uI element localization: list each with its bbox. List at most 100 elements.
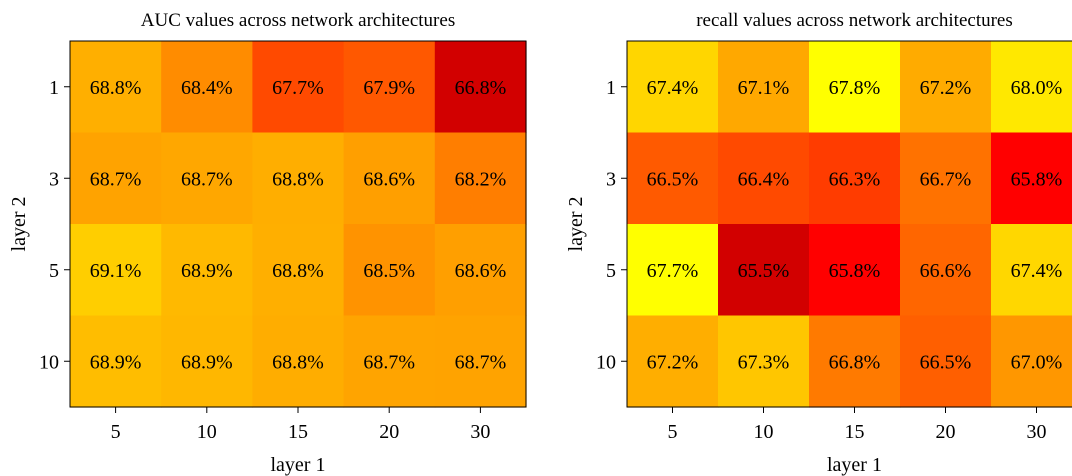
recall-cell-r1-c3 <box>900 132 992 225</box>
auc-cell-r3-c4 <box>434 315 527 408</box>
auc-x-axis-label: layer 1 <box>271 454 326 476</box>
recall-x-tick-label: 5 <box>668 421 678 443</box>
recall-heatmap-panel: 67.4% 67.1% 67.8% 67.2% 68.0% 66.5% 66.4% 66.3%… <box>565 10 1072 476</box>
auc-cell-r0-c2 <box>252 41 345 134</box>
auc-chart-title: AUC values across network architectures <box>141 10 455 31</box>
auc-x-tick-label: 15 <box>288 421 308 443</box>
auc-cell-r1-c1 <box>161 132 253 225</box>
auc-y-tick-label: 10 <box>39 351 59 373</box>
recall-value-label-r1-c3: 66.7% <box>920 168 972 190</box>
recall-value-label-r1-c4: 65.8% <box>1011 168 1063 190</box>
auc-value-label-r2-c0: 69.1% <box>90 260 142 282</box>
recall-cell-r2-c0 <box>627 224 719 317</box>
recall-value-label-r0-c0: 67.4% <box>647 77 699 99</box>
auc-value-label-r0-c2: 67.7% <box>272 77 324 99</box>
recall-value-label-r0-c1: 67.1% <box>738 77 790 99</box>
recall-x-tick-label: 20 <box>936 421 956 443</box>
auc-cell-r1-c2 <box>252 132 345 225</box>
auc-value-label-r1-c4: 68.2% <box>455 168 507 190</box>
auc-y-tick-label: 3 <box>49 168 59 190</box>
recall-cell-r3-c3 <box>900 315 992 408</box>
recall-cell-r2-c1 <box>718 224 810 317</box>
recall-cell-r0-c4 <box>991 41 1072 134</box>
auc-x-tick-label: 20 <box>379 421 399 443</box>
recall-value-label-r2-c0: 67.7% <box>647 260 699 282</box>
auc-value-label-r2-c1: 68.9% <box>181 260 233 282</box>
recall-y-tick-label: 1 <box>606 77 616 99</box>
auc-value-label-r3-c2: 68.8% <box>272 351 324 373</box>
auc-cell-r3-c0 <box>70 315 162 408</box>
auc-cell-r2-c3 <box>343 224 436 317</box>
recall-value-label-r3-c1: 67.3% <box>738 351 790 373</box>
auc-value-label-r2-c3: 68.5% <box>363 260 415 282</box>
recall-value-label-r2-c4: 67.4% <box>1011 260 1063 282</box>
auc-value-label-r1-c2: 68.8% <box>272 168 324 190</box>
auc-cell-r1-c0 <box>70 132 162 225</box>
recall-value-label-r3-c2: 66.8% <box>829 351 881 373</box>
auc-value-label-r2-c4: 68.6% <box>455 260 507 282</box>
auc-cell-r0-c1 <box>161 41 253 134</box>
auc-value-label-r1-c3: 68.6% <box>363 168 415 190</box>
auc-cell-r2-c1 <box>161 224 253 317</box>
recall-cell-r0-c1 <box>718 41 810 134</box>
auc-cell-r3-c3 <box>343 315 436 408</box>
auc-cell-r2-c4 <box>434 224 527 317</box>
recall-value-label-r2-c3: 66.6% <box>920 260 972 282</box>
auc-y-axis-label: layer 2 <box>8 197 30 252</box>
recall-value-label-r0-c3: 67.2% <box>920 77 972 99</box>
recall-cell-r3-c2 <box>809 315 901 408</box>
auc-value-label-r3-c0: 68.9% <box>90 351 142 373</box>
recall-value-label-r2-c1: 65.5% <box>738 260 790 282</box>
recall-value-label-r0-c2: 67.8% <box>829 77 881 99</box>
auc-value-label-r0-c3: 67.9% <box>363 77 415 99</box>
recall-chart-title: recall values across network architectur… <box>696 10 1013 31</box>
auc-cell-r1-c3 <box>343 132 436 225</box>
recall-y-tick-label: 10 <box>596 351 616 373</box>
auc-cell-r0-c0 <box>70 41 162 134</box>
recall-value-label-r0-c4: 68.0% <box>1011 77 1063 99</box>
auc-x-tick-label: 30 <box>470 421 490 443</box>
recall-cell-r2-c4 <box>991 224 1072 317</box>
recall-cell-r3-c4 <box>991 315 1072 408</box>
auc-value-label-r0-c4: 66.8% <box>455 77 507 99</box>
recall-x-tick-label: 15 <box>845 421 865 443</box>
recall-y-tick-label: 3 <box>606 168 616 190</box>
recall-y-tick-label: 5 <box>606 260 616 282</box>
recall-value-label-r1-c0: 66.5% <box>647 168 699 190</box>
recall-x-axis-label: layer 1 <box>827 454 882 476</box>
auc-cell-r0-c3 <box>343 41 436 134</box>
auc-value-label-r2-c2: 68.8% <box>272 260 324 282</box>
recall-cell-r2-c2 <box>809 224 901 317</box>
auc-value-label-r0-c0: 68.8% <box>90 77 142 99</box>
recall-cell-r0-c3 <box>900 41 992 134</box>
auc-y-tick-label: 1 <box>49 77 59 99</box>
recall-cell-r1-c4 <box>991 132 1072 225</box>
recall-cell-r0-c0 <box>627 41 719 134</box>
recall-x-tick-label: 10 <box>754 421 774 443</box>
auc-cell-r2-c2 <box>252 224 345 317</box>
auc-y-tick-label: 5 <box>49 260 59 282</box>
auc-cell-r3-c1 <box>161 315 253 408</box>
recall-cell-r0-c2 <box>809 41 901 134</box>
auc-value-label-r3-c1: 68.9% <box>181 351 233 373</box>
recall-y-axis-label: layer 2 <box>565 197 587 252</box>
auc-cell-r0-c4 <box>434 41 527 134</box>
recall-cell-r1-c2 <box>809 132 901 225</box>
auc-x-tick-label: 5 <box>111 421 121 443</box>
recall-value-label-r2-c2: 65.8% <box>829 260 881 282</box>
auc-value-label-r3-c4: 68.7% <box>455 351 507 373</box>
recall-x-tick-label: 30 <box>1027 421 1047 443</box>
recall-cell-r3-c0 <box>627 315 719 408</box>
auc-cell-r1-c4 <box>434 132 527 225</box>
recall-cell-r3-c1 <box>718 315 810 408</box>
auc-x-tick-label: 10 <box>197 421 217 443</box>
recall-cell-r1-c1 <box>718 132 810 225</box>
auc-value-label-r1-c0: 68.7% <box>90 168 142 190</box>
auc-value-label-r3-c3: 68.7% <box>363 351 415 373</box>
recall-value-label-r1-c2: 66.3% <box>829 168 881 190</box>
auc-cell-r2-c0 <box>70 224 162 317</box>
recall-value-label-r3-c3: 66.5% <box>920 351 972 373</box>
auc-heatmap-panel: 68.8% 68.4% 67.7% 67.9% 66.8% 68.7% 68.7% 68.8%… <box>8 10 527 476</box>
auc-cell-r3-c2 <box>252 315 345 408</box>
